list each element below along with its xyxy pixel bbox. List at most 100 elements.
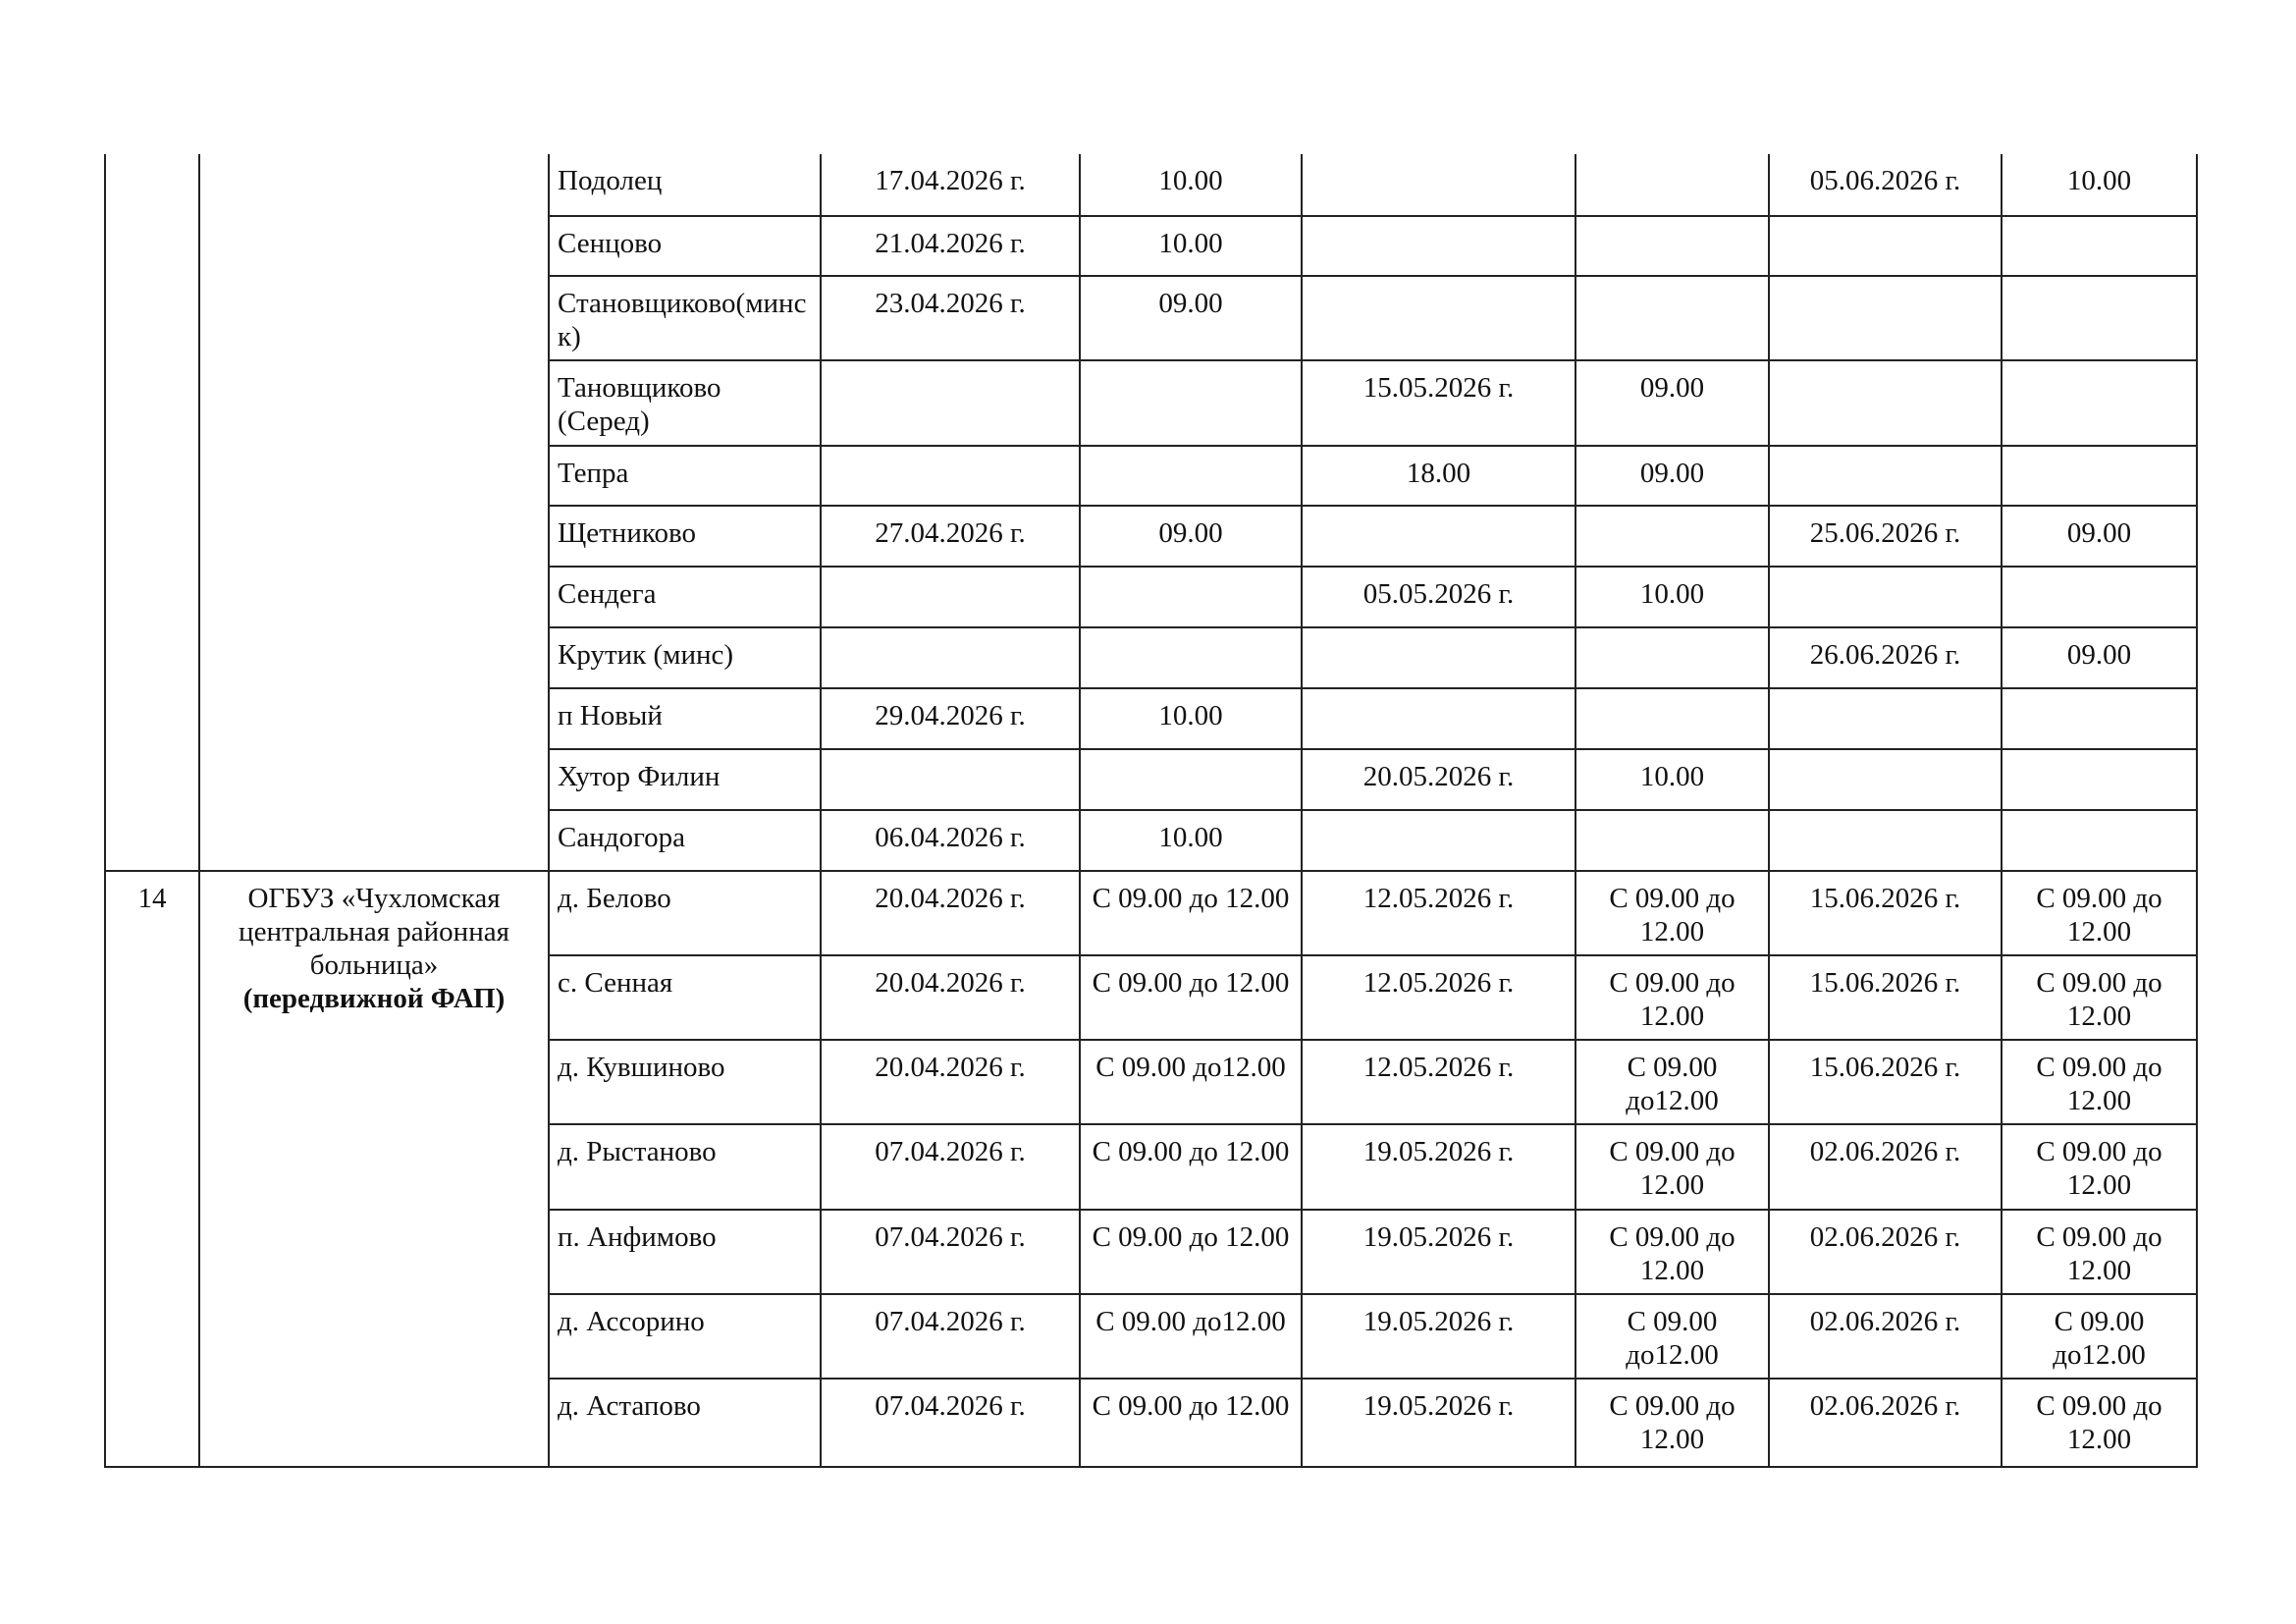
settlement-cell: д. Кувшиново xyxy=(548,1039,822,1125)
schedule-cell: 09.00 xyxy=(1575,359,1770,447)
schedule-cell xyxy=(1301,275,1576,361)
schedule-cell xyxy=(1079,359,1303,447)
schedule-cell: 10.00 xyxy=(1079,687,1303,750)
schedule-cell xyxy=(1575,687,1770,750)
schedule-cell: С 09.00 до 12.00 xyxy=(1079,954,1303,1041)
schedule-cell: 07.04.2026 г. xyxy=(820,1378,1081,1468)
schedule-cell: С 09.00 до 12.00 xyxy=(1079,1209,1303,1295)
schedule-cell: 09.00 xyxy=(1079,505,1303,568)
settlement-cell: Крутик (минс) xyxy=(548,626,822,689)
schedule-cell: 20.04.2026 г. xyxy=(820,870,1081,956)
settlement-cell: п Новый xyxy=(548,687,822,750)
schedule-cell: 29.04.2026 г. xyxy=(820,687,1081,750)
schedule-cell: 12.05.2026 г. xyxy=(1301,1039,1576,1125)
schedule-cell: 15.06.2026 г. xyxy=(1768,954,2002,1041)
schedule-cell: С 09.00 до 12.00 xyxy=(1575,1209,1770,1295)
settlement-cell: Сенцово xyxy=(548,215,822,277)
schedule-cell xyxy=(1301,809,1576,872)
schedule-cell xyxy=(1575,215,1770,277)
schedule-cell: 09.00 xyxy=(2001,505,2198,568)
schedule-cell: 15.06.2026 г. xyxy=(1768,1039,2002,1125)
schedule-cell xyxy=(1079,445,1303,507)
settlement-cell: Становщиково(минск) xyxy=(548,275,822,361)
schedule-cell: 09.00 xyxy=(2001,626,2198,689)
settlement-cell: Тановщиково (Серед) xyxy=(548,359,822,447)
table-row: д. Кувшиново 20.04.2026 г. С 09.00 до12.00… xyxy=(105,1039,2198,1125)
schedule-cell xyxy=(1575,809,1770,872)
schedule-cell: 02.06.2026 г. xyxy=(1768,1293,2002,1380)
schedule-cell: 27.04.2026 г. xyxy=(820,505,1081,568)
schedule-cell xyxy=(820,626,1081,689)
schedule-cell xyxy=(820,566,1081,628)
table-row: Тановщиково (Серед) 15.05.2026 г. 09.00 xyxy=(105,359,2198,447)
schedule-cell xyxy=(2001,275,2198,361)
schedule-cell: 18.00 xyxy=(1301,445,1576,507)
schedule-cell xyxy=(1575,154,1770,217)
schedule-cell xyxy=(1301,626,1576,689)
settlement-cell: Сендега xyxy=(548,566,822,628)
schedule-cell: 02.06.2026 г. xyxy=(1768,1123,2002,1211)
settlement-cell: Щетниково xyxy=(548,505,822,568)
schedule-cell: С 09.00 до 12.00 xyxy=(2001,870,2198,956)
table-row: Крутик (минс) 26.06.2026 г. 09.00 xyxy=(105,626,2198,689)
schedule-cell xyxy=(1079,566,1303,628)
schedule-cell xyxy=(1575,275,1770,361)
schedule-cell: С 09.00 до 12.00 xyxy=(1575,954,1770,1041)
schedule-cell: С 09.00 до12.00 xyxy=(1079,1039,1303,1125)
schedule-cell xyxy=(1079,748,1303,811)
schedule-cell xyxy=(1301,154,1576,217)
schedule-cell: 25.06.2026 г. xyxy=(1768,505,2002,568)
settlement-cell: Подолец xyxy=(548,154,822,217)
schedule-cell: 07.04.2026 г. xyxy=(820,1209,1081,1295)
schedule-cell: 23.04.2026 г. xyxy=(820,275,1081,361)
schedule-cell xyxy=(1301,505,1576,568)
schedule-cell: 12.05.2026 г. xyxy=(1301,870,1576,956)
schedule-cell: 05.05.2026 г. xyxy=(1301,566,1576,628)
schedule-cell xyxy=(1301,687,1576,750)
table-row: Хутор Филин 20.05.2026 г. 10.00 xyxy=(105,748,2198,811)
schedule-cell: С 09.00 до 12.00 xyxy=(2001,1123,2198,1211)
organization-cell xyxy=(198,154,550,872)
schedule-cell xyxy=(1575,626,1770,689)
schedule-cell: С 09.00 до12.00 xyxy=(1079,1293,1303,1380)
schedule-cell xyxy=(1301,215,1576,277)
schedule-cell xyxy=(1768,809,2002,872)
table-row: п. Анфимово 07.04.2026 г. С 09.00 до 12.00… xyxy=(105,1209,2198,1295)
schedule-cell: 19.05.2026 г. xyxy=(1301,1293,1576,1380)
table-row: Подолец 17.04.2026 г. 10.00 05.06.2026 г. 10… xyxy=(104,154,2198,872)
table-row: Щетниково 27.04.2026 г. 09.00 25.06.2026 г.… xyxy=(105,505,2198,568)
schedule-cell: 20.04.2026 г. xyxy=(820,1039,1081,1125)
schedule-cell: С 09.00 до 12.00 xyxy=(1079,1123,1303,1211)
schedule-cell: С 09.00 до12.00 xyxy=(2001,1293,2198,1380)
schedule-cell: 17.04.2026 г. xyxy=(820,154,1081,217)
schedule-cell: 19.05.2026 г. xyxy=(1301,1123,1576,1211)
settlement-cell: с. Сенная xyxy=(548,954,822,1041)
schedule-cell xyxy=(1768,215,2002,277)
schedule-cell xyxy=(2001,566,2198,628)
table-row: Сендега 05.05.2026 г. 10.00 xyxy=(105,566,2198,628)
table-row: 14 ОГБУЗ «Чухломская центральная районная… xyxy=(104,870,2198,1468)
schedule-cell: 10.00 xyxy=(2001,154,2198,217)
schedule-cell xyxy=(1768,359,2002,447)
schedule-cell: С 09.00 до 12.00 xyxy=(2001,1039,2198,1125)
settlement-cell: Сандогора xyxy=(548,809,822,872)
number-cell: 14 xyxy=(104,870,200,1468)
schedule-cell: 20.04.2026 г. xyxy=(820,954,1081,1041)
schedule-cell: С 09.00 до 12.00 xyxy=(1575,870,1770,956)
schedule-cell: 06.04.2026 г. xyxy=(820,809,1081,872)
schedule-cell xyxy=(1768,445,2002,507)
schedule-cell: 09.00 xyxy=(1079,275,1303,361)
settlement-cell: д. Ассорино xyxy=(548,1293,822,1380)
schedule-cell: С 09.00 до 12.00 xyxy=(1079,870,1303,956)
table-row: д. Астапово 07.04.2026 г. С 09.00 до 12.00… xyxy=(105,1378,2198,1468)
schedule-cell: С 09.00 до 12.00 xyxy=(1575,1123,1770,1211)
schedule-cell: С 09.00 до12.00 xyxy=(1575,1293,1770,1380)
schedule-cell xyxy=(820,359,1081,447)
schedule-cell xyxy=(1575,505,1770,568)
schedule-cell: 09.00 xyxy=(1575,445,1770,507)
schedule-cell: 10.00 xyxy=(1575,566,1770,628)
schedule-cell: С 09.00 до 12.00 xyxy=(2001,1209,2198,1295)
table-row: Тепра 18.00 09.00 xyxy=(105,445,2198,507)
schedule-cell: 12.05.2026 г. xyxy=(1301,954,1576,1041)
settlement-cell: Тепра xyxy=(548,445,822,507)
